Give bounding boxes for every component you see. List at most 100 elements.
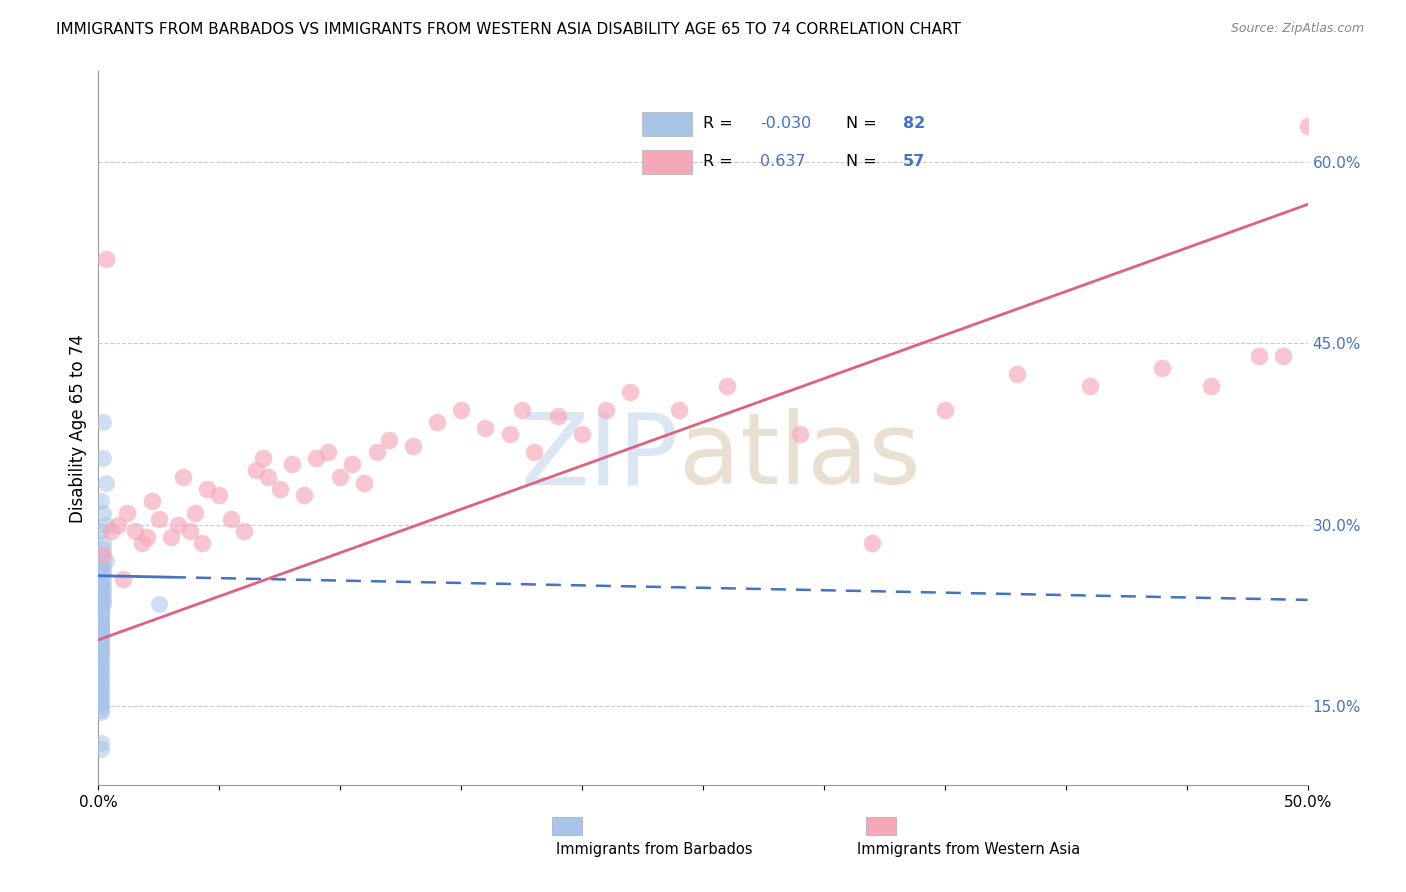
Point [402,439,425,453]
Point [131,536,153,550]
Point [91,566,114,581]
Point [1199,379,1222,393]
Point [90,600,112,615]
Point [90,699,112,714]
Point [90,629,112,643]
Point [523,445,546,459]
Point [90,642,112,657]
Point [90,595,112,609]
Point [90,588,112,602]
Point [91,593,114,607]
Point [90,560,112,574]
Point [90,576,112,591]
Point [90,614,112,628]
Point [90,693,112,707]
Point [141,493,163,508]
Point [94,475,117,490]
Point [547,409,569,423]
Point [91,564,114,578]
Point [90,627,112,641]
Point [90,594,112,608]
Point [148,597,170,611]
Point [90,610,112,624]
Point [90,548,112,562]
Point [90,568,112,582]
Point [91,583,114,598]
Point [91,597,114,611]
Point [94,517,117,532]
Text: Immigrants from Western Asia: Immigrants from Western Asia [858,842,1081,857]
Point [377,434,399,448]
Point [498,427,520,442]
Point [90,581,112,595]
Point [90,617,112,632]
Point [90,636,112,650]
Point [595,403,617,417]
Point [571,427,593,442]
Point [90,669,112,683]
Point [208,488,231,502]
Point [91,557,114,571]
Point [195,482,218,496]
Point [117,506,139,520]
Point [90,681,112,696]
Point [90,677,112,691]
Point [1078,379,1101,393]
Point [90,524,112,538]
Point [91,451,114,466]
Text: atlas: atlas [679,409,921,505]
Point [329,469,352,483]
Point [91,506,114,520]
Point [1007,367,1029,381]
Point [510,403,533,417]
Point [90,663,112,677]
Point [90,608,112,623]
Point [90,675,112,690]
Point [91,572,114,586]
Point [90,653,112,667]
Point [789,427,811,442]
Point [91,548,114,562]
Point [90,657,112,671]
Point [90,621,112,635]
Text: IMMIGRANTS FROM BARBADOS VS IMMIGRANTS FROM WESTERN ASIA DISABILITY AGE 65 TO 74: IMMIGRANTS FROM BARBADOS VS IMMIGRANTS F… [56,22,962,37]
Point [90,602,112,616]
Point [90,601,112,615]
Point [90,685,112,699]
Point [221,512,243,526]
Point [90,635,112,649]
FancyBboxPatch shape [551,817,582,835]
Point [90,651,112,665]
Point [124,524,146,538]
Point [256,469,278,483]
Point [90,706,112,720]
Point [90,631,112,645]
Point [90,605,112,619]
Point [90,741,112,756]
Point [100,524,122,538]
Point [1152,360,1174,375]
Point [90,639,112,653]
Point [716,379,738,393]
Point [94,252,117,266]
Point [90,665,112,680]
Point [90,591,112,605]
Point [252,451,274,466]
Point [148,512,170,526]
Point [90,632,112,647]
Point [90,615,112,629]
Point [342,458,364,472]
Point [111,572,134,586]
Point [934,403,956,417]
Point [1249,349,1271,363]
Point [90,648,112,662]
Point [90,618,112,632]
Point [90,659,112,673]
Point [305,451,328,466]
Point [107,517,129,532]
Point [94,554,117,568]
Text: Immigrants from Barbados: Immigrants from Barbados [557,842,752,857]
Point [90,697,112,711]
Point [292,488,315,502]
Point [668,403,690,417]
